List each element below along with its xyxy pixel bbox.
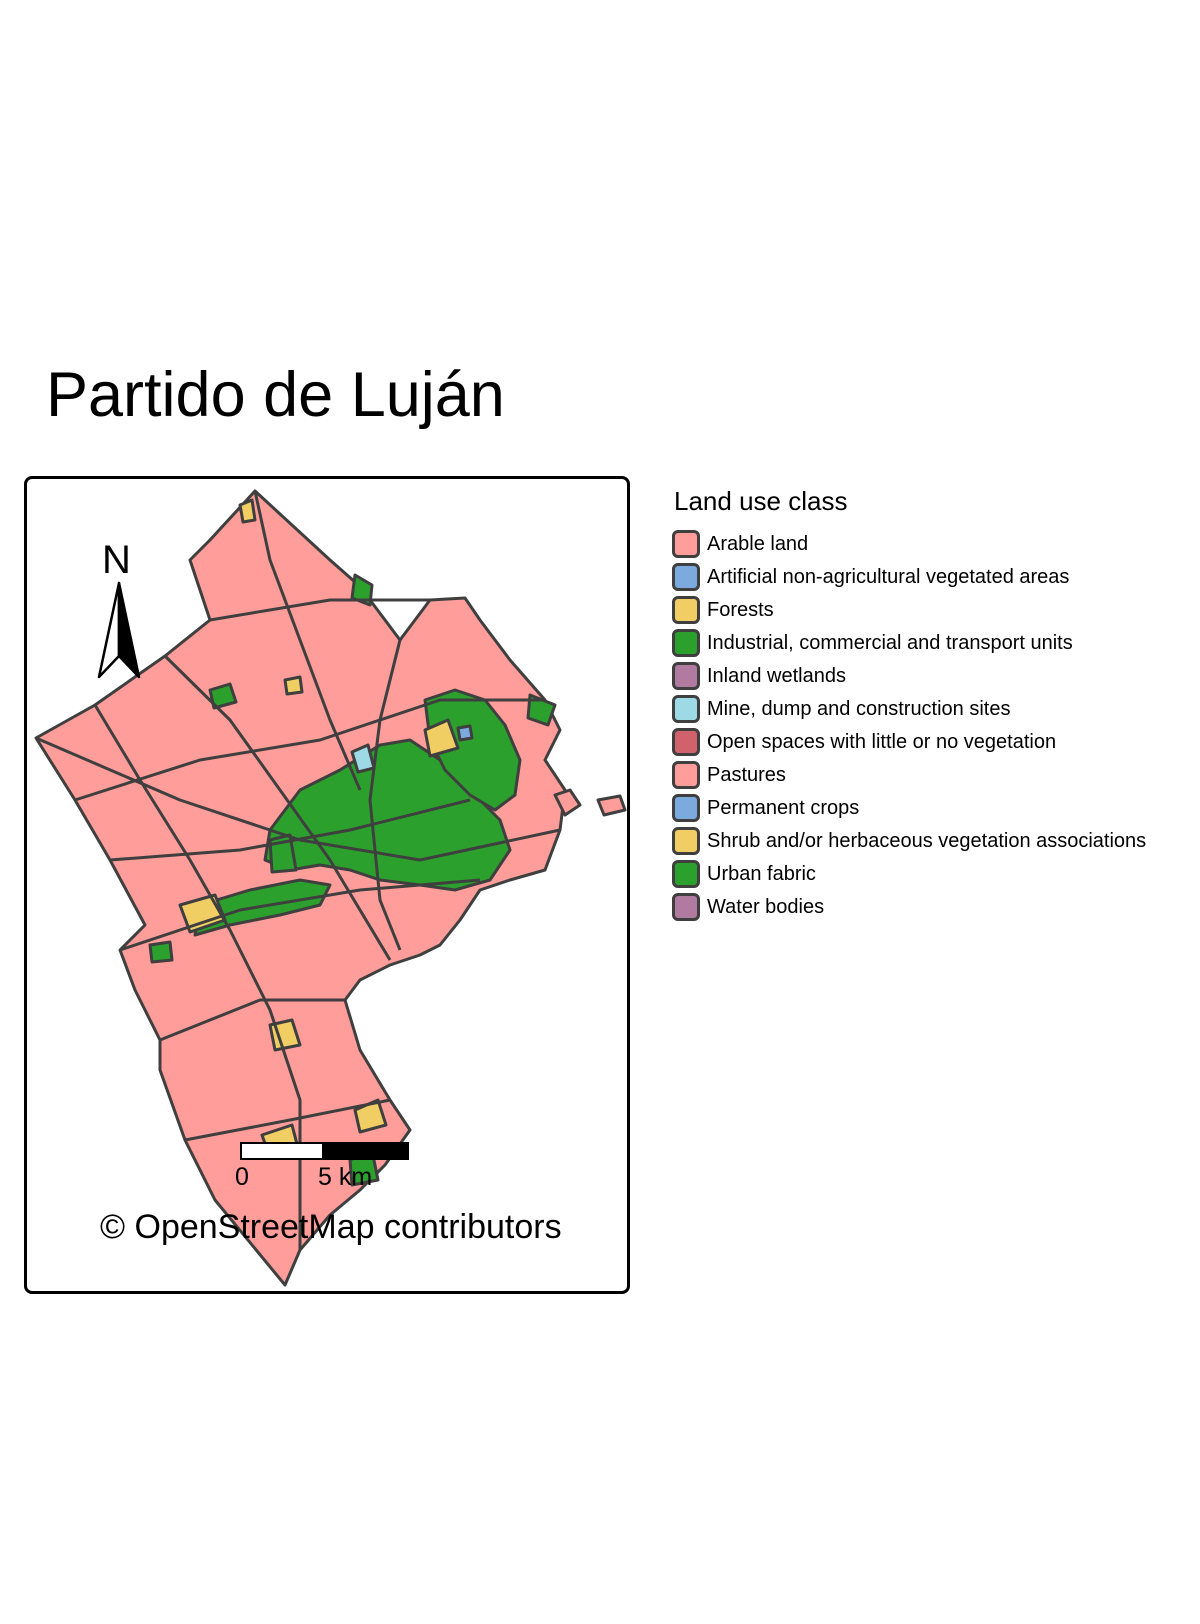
scale-tick-0: 0 (235, 1163, 249, 1191)
legend-item: Artificial non-agricultural vegetated ar… (672, 560, 1146, 593)
legend-label: Shrub and/or herbaceous vegetation assoc… (707, 829, 1147, 852)
legend-item: Open spaces with little or no vegetation (672, 725, 1146, 758)
legend-label: Artificial non-agricultural vegetated ar… (707, 565, 1070, 588)
legend-label: Arable land (707, 532, 809, 555)
urban-patch-5 (148, 940, 174, 964)
north-arrow (97, 581, 141, 679)
legend: Land use class Arable land Artificial non… (672, 488, 1146, 923)
north-arrow-left (97, 581, 121, 679)
district-map (34, 489, 627, 1287)
legend-items: Arable land Artificial non-agricultural v… (672, 527, 1146, 923)
legend-swatch (672, 661, 700, 690)
legend-item: Inland wetlands (672, 659, 1146, 692)
legend-label: Water bodies (707, 895, 825, 918)
forest-5 (283, 675, 304, 696)
forest-7 (238, 498, 257, 524)
legend-swatch (672, 727, 700, 756)
forest-3 (268, 1018, 302, 1052)
legend-swatch (672, 859, 700, 888)
legend-item: Mine, dump and construction sites (672, 692, 1146, 725)
legend-item: Pastures (672, 758, 1146, 791)
legend-swatch (672, 826, 700, 855)
legend-swatch (672, 529, 700, 558)
legend-swatch (672, 562, 700, 591)
legend-swatch (672, 892, 700, 921)
scale-tick-5km: 5 km (318, 1163, 373, 1191)
legend-item: Urban fabric (672, 857, 1146, 890)
legend-label: Mine, dump and construction sites (707, 697, 1011, 720)
legend-swatch (672, 694, 700, 723)
north-arrow-right (117, 581, 141, 679)
legend-swatch (672, 595, 700, 624)
legend-swatch (672, 793, 700, 822)
legend-label: Urban fabric (707, 862, 816, 885)
legend-item: Forests (672, 593, 1146, 626)
legend-item: Shrub and/or herbaceous vegetation assoc… (672, 824, 1146, 857)
scale-bar (240, 1142, 409, 1160)
legend-item: Arable land (672, 527, 1146, 560)
urban-patch-1 (350, 573, 374, 607)
legend-label: Forests (707, 598, 774, 621)
legend-item: Water bodies (672, 890, 1146, 923)
scale-bar-black (322, 1142, 409, 1160)
legend-label: Open spaces with little or no vegetation (707, 730, 1057, 753)
legend-title: Land use class (674, 486, 848, 516)
parcel-boundaries (35, 490, 561, 1250)
map-title: Partido de Luján (46, 360, 505, 430)
map-frame (24, 476, 630, 1294)
legend-label: Industrial, commercial and transport uni… (707, 631, 1073, 654)
legend-label: Inland wetlands (707, 664, 846, 687)
forest-2 (423, 718, 460, 758)
parcel-east-2 (596, 794, 627, 817)
urban-patch-4 (526, 693, 557, 727)
north-label: N (102, 538, 131, 582)
parcel-east-1 (553, 788, 582, 817)
scale-bar-white (240, 1142, 324, 1160)
attribution: © OpenStreetMap contributors (100, 1208, 562, 1246)
legend-swatch (672, 760, 700, 789)
legend-swatch (672, 628, 700, 657)
artificial-vegetated (456, 724, 474, 742)
legend-label: Pastures (707, 763, 786, 786)
legend-label: Permanent crops (707, 796, 860, 819)
legend-item: Permanent crops (672, 791, 1146, 824)
legend-item: Industrial, commercial and transport uni… (672, 626, 1146, 659)
